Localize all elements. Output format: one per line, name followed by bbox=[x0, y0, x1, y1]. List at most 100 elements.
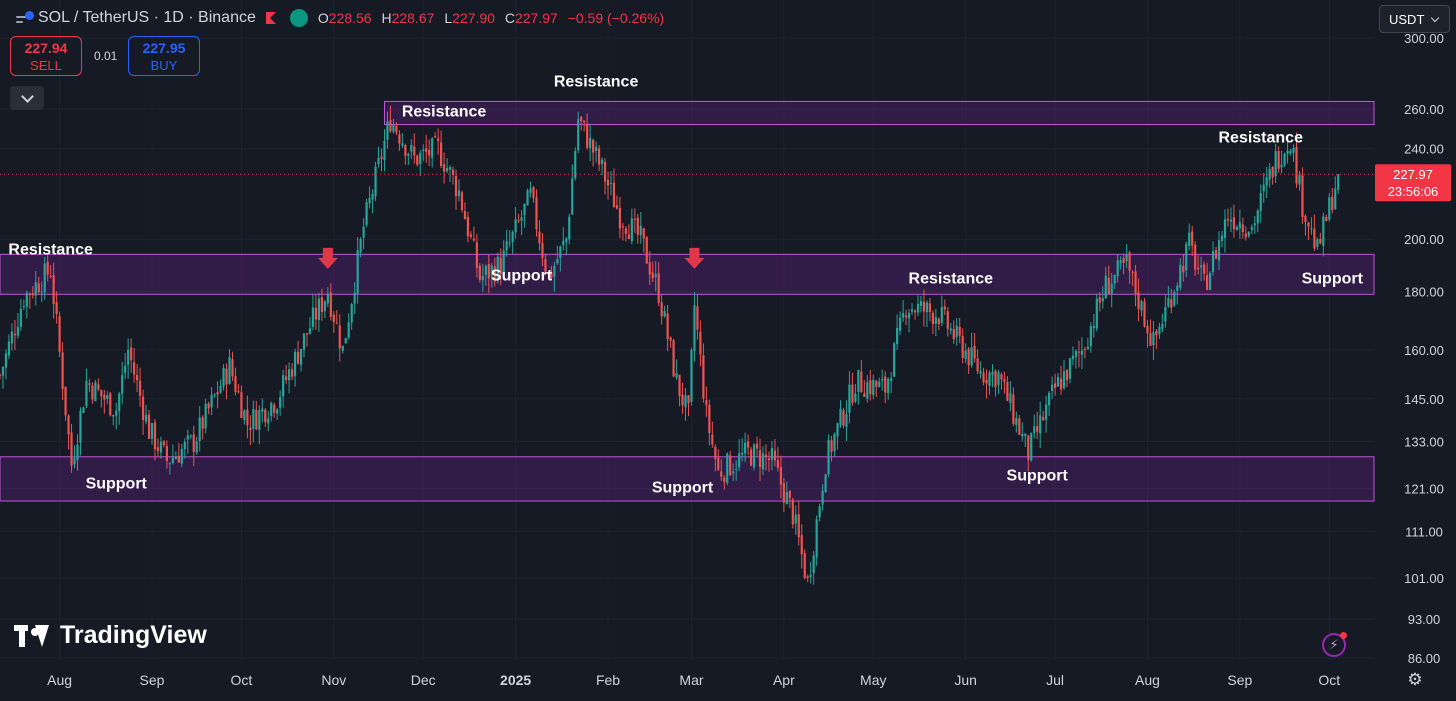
candle bbox=[43, 263, 46, 293]
candle bbox=[815, 519, 818, 558]
collapse-button[interactable] bbox=[10, 86, 44, 110]
candle bbox=[863, 393, 866, 397]
zone-annotation-label: Support bbox=[652, 480, 714, 497]
candle bbox=[526, 190, 529, 206]
candle bbox=[165, 446, 169, 462]
candle bbox=[612, 182, 616, 208]
candle bbox=[249, 427, 252, 431]
candle bbox=[493, 266, 496, 282]
candle bbox=[738, 453, 741, 468]
candle bbox=[666, 313, 669, 339]
candle bbox=[299, 348, 303, 365]
candle bbox=[290, 369, 294, 377]
candle bbox=[1128, 252, 1131, 271]
candle bbox=[1051, 384, 1054, 391]
candle bbox=[934, 317, 937, 324]
candle bbox=[1107, 278, 1110, 295]
candle bbox=[741, 452, 744, 455]
candle bbox=[681, 394, 684, 406]
zone-annotation-label: Support bbox=[86, 476, 148, 493]
candle bbox=[624, 228, 628, 234]
candle bbox=[1015, 418, 1018, 426]
candle bbox=[1217, 240, 1221, 261]
candle bbox=[904, 315, 908, 318]
symbol-icon[interactable] bbox=[16, 9, 34, 27]
candle bbox=[636, 217, 639, 235]
candle bbox=[1337, 174, 1340, 190]
candle bbox=[1009, 393, 1012, 404]
candle bbox=[854, 393, 857, 402]
candle bbox=[1065, 369, 1069, 381]
candle bbox=[782, 483, 785, 503]
candle bbox=[1301, 175, 1304, 217]
candle bbox=[192, 434, 195, 452]
candle bbox=[1238, 222, 1241, 229]
lightning-icon[interactable]: ⚡ bbox=[1322, 632, 1347, 657]
candle bbox=[52, 275, 55, 305]
candle bbox=[899, 317, 902, 331]
candle bbox=[654, 274, 657, 277]
currency-selector[interactable]: USDT bbox=[1379, 5, 1450, 33]
settings-gear-icon[interactable]: ⚙ bbox=[1407, 670, 1423, 689]
candle bbox=[353, 292, 356, 304]
candle bbox=[448, 167, 452, 170]
candle bbox=[630, 218, 633, 242]
candle bbox=[422, 149, 425, 151]
candle bbox=[276, 409, 279, 414]
candle bbox=[1232, 217, 1236, 230]
candle bbox=[136, 375, 139, 381]
candle bbox=[317, 298, 321, 321]
candle bbox=[100, 389, 103, 397]
candle bbox=[553, 265, 556, 277]
sell-button[interactable]: 227.94 SELL bbox=[10, 36, 82, 76]
candle bbox=[875, 380, 878, 387]
symbol-title[interactable]: SOL / TetherUS · 1D · Binance bbox=[38, 9, 256, 26]
candle bbox=[821, 490, 824, 505]
candle bbox=[559, 246, 562, 259]
candle bbox=[1056, 377, 1060, 387]
countdown-label: 23:56:06 bbox=[1388, 184, 1439, 199]
candle bbox=[16, 327, 19, 336]
candle bbox=[600, 159, 604, 165]
candle bbox=[270, 402, 273, 417]
candle bbox=[91, 385, 94, 400]
candle bbox=[1, 367, 5, 376]
candle bbox=[1214, 250, 1218, 259]
last-price-tag bbox=[1375, 164, 1451, 202]
candle bbox=[931, 312, 934, 324]
candle bbox=[547, 273, 550, 275]
candle bbox=[752, 444, 756, 468]
zone-annotation-label: Resistance bbox=[402, 104, 487, 121]
candle bbox=[937, 318, 940, 324]
candle bbox=[314, 307, 318, 320]
buy-button[interactable]: 227.95 BUY bbox=[128, 36, 200, 76]
candle bbox=[714, 446, 717, 459]
tradingview-logo[interactable]: TradingView bbox=[14, 621, 207, 650]
candle bbox=[1226, 219, 1230, 221]
candle bbox=[779, 467, 782, 485]
candle bbox=[851, 384, 854, 403]
candle bbox=[121, 375, 124, 394]
candle bbox=[761, 453, 765, 470]
candle bbox=[544, 259, 547, 272]
candle bbox=[788, 490, 791, 499]
candle bbox=[463, 211, 467, 220]
candle bbox=[466, 217, 470, 237]
candle bbox=[419, 152, 422, 165]
candle bbox=[574, 151, 577, 179]
candle bbox=[955, 325, 958, 337]
candle bbox=[475, 242, 478, 268]
flag-icon[interactable] bbox=[265, 12, 276, 24]
candle bbox=[1328, 197, 1331, 220]
candle bbox=[73, 458, 76, 465]
x-tick-label: Sep bbox=[1227, 672, 1252, 688]
candle bbox=[1068, 358, 1072, 379]
buy-label: BUY bbox=[150, 58, 178, 73]
candle bbox=[764, 454, 768, 457]
candle bbox=[660, 302, 663, 317]
candle bbox=[592, 139, 595, 153]
candle bbox=[7, 341, 11, 356]
candle bbox=[1098, 297, 1101, 303]
candle bbox=[1077, 351, 1081, 353]
